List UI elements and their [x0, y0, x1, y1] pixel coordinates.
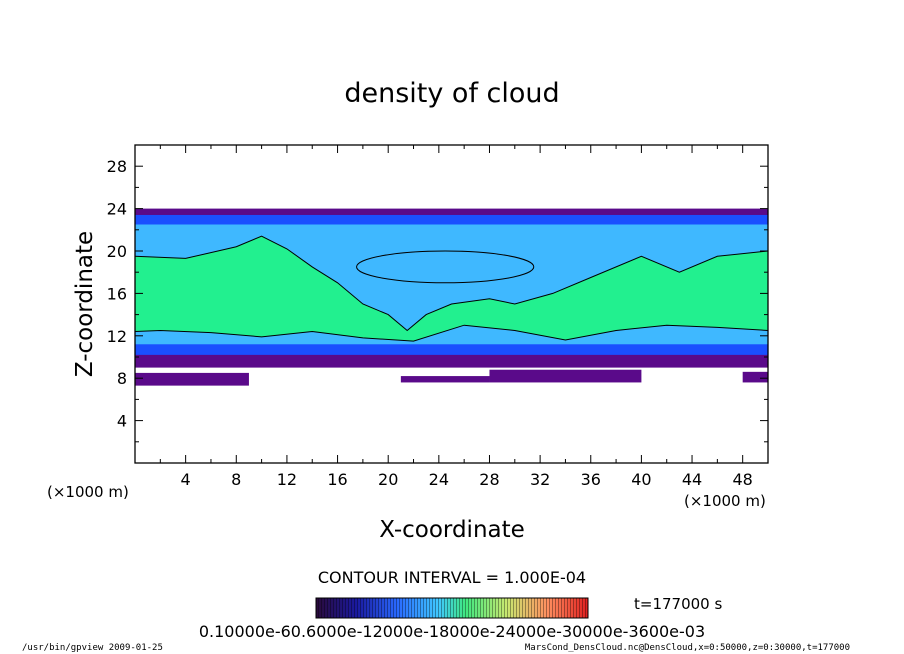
plot-area [135, 208, 768, 386]
x-tick-label: 40 [631, 470, 651, 489]
y-tick-label: 20 [107, 242, 127, 261]
x-tick-label: 28 [479, 470, 499, 489]
x-unit-label-right: (×1000 m) [684, 492, 766, 510]
cloud-core-high [135, 236, 768, 342]
footer-left: /usr/bin/gpview 2009-01-25 [22, 643, 163, 653]
cloud-eddy [356, 250, 535, 284]
colorbar-labels: 0.10000e-60.6000e-12000e-18000e-24000e-3… [199, 622, 705, 641]
x-tick-label: 16 [327, 470, 347, 489]
y-tick-label: 24 [107, 200, 127, 219]
x-tick-label: 48 [733, 470, 753, 489]
x-axis-label: X-coordinate [379, 517, 525, 543]
y-tick-label: 16 [107, 284, 127, 303]
chart-title: density of cloud [344, 78, 559, 109]
y-axis: 4 8 12 16 20 24 28 [107, 157, 768, 443]
footer-right: MarsCond_DensCloud.nc@DensCloud,x=0:5000… [525, 643, 850, 653]
plot-frame [134, 144, 769, 464]
y-tick-label: 4 [117, 412, 127, 431]
y-tick-label: 28 [107, 157, 127, 176]
x-tick-label: 36 [581, 470, 601, 489]
colorbar-stripes [316, 598, 588, 618]
y-tick-label: 8 [117, 369, 127, 388]
y-tick-label: 12 [107, 327, 127, 346]
cloud-fragment [742, 371, 768, 383]
x-tick-label: 44 [682, 470, 702, 489]
x-axis: 4 8 12 16 20 24 28 32 36 40 44 48 [159, 145, 753, 489]
x-tick-label: 20 [378, 470, 398, 489]
x-tick-label: 24 [429, 470, 449, 489]
x-tick-label: 12 [277, 470, 297, 489]
contour-line [135, 235, 768, 332]
x-unit-label-left: (×1000 m) [47, 483, 129, 501]
x-tick-label: 4 [181, 470, 191, 489]
cloud-fragment [135, 372, 249, 386]
contour-line [135, 324, 768, 342]
time-label: t=177000 s [634, 595, 722, 613]
cloud-fragment [489, 369, 642, 383]
y-axis-label: Z-coordinate [72, 231, 98, 377]
cloud-fragment [400, 376, 490, 383]
x-tick-label: 32 [530, 470, 550, 489]
contour-interval-label: CONTOUR INTERVAL = 1.000E-04 [318, 568, 586, 587]
x-tick-label: 8 [231, 470, 241, 489]
